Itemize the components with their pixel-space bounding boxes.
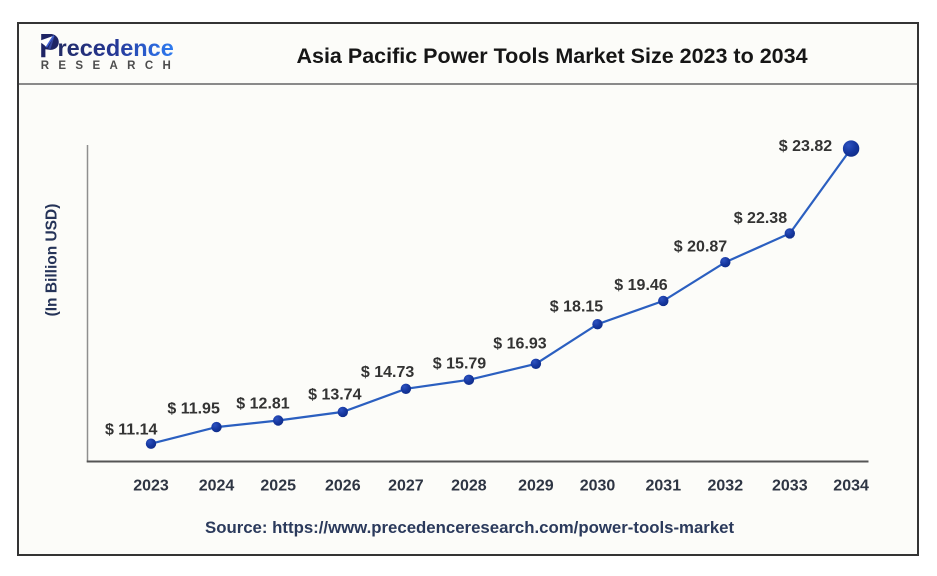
svg-text:$ 22.38: $ 22.38 xyxy=(734,210,787,227)
svg-text:recedence: recedence xyxy=(58,35,174,61)
svg-text:$ 20.87: $ 20.87 xyxy=(674,239,727,256)
svg-text:$ 11.95: $ 11.95 xyxy=(167,401,220,418)
svg-text:2032: 2032 xyxy=(708,477,744,494)
svg-text:$ 23.82: $ 23.82 xyxy=(779,138,832,155)
svg-text:2034: 2034 xyxy=(833,477,869,494)
svg-text:$ 18.15: $ 18.15 xyxy=(550,299,603,316)
svg-text:2025: 2025 xyxy=(260,477,296,494)
svg-text:$ 12.81: $ 12.81 xyxy=(236,396,289,413)
svg-text:2023: 2023 xyxy=(133,477,169,494)
svg-text:2028: 2028 xyxy=(451,477,487,494)
svg-text:$ 15.79: $ 15.79 xyxy=(433,355,486,372)
svg-text:$ 19.46: $ 19.46 xyxy=(614,277,667,294)
svg-text:$ 14.73: $ 14.73 xyxy=(361,364,414,381)
svg-text:2030: 2030 xyxy=(580,477,616,494)
svg-text:2024: 2024 xyxy=(199,477,235,494)
svg-text:2029: 2029 xyxy=(518,477,554,494)
svg-text:2026: 2026 xyxy=(325,477,361,494)
svg-text:$ 11.14: $ 11.14 xyxy=(105,421,158,438)
svg-text:$ 16.93: $ 16.93 xyxy=(493,336,546,353)
svg-text:RESEARCH: RESEARCH xyxy=(41,60,181,72)
svg-text:(In Billion USD): (In Billion USD) xyxy=(44,204,61,317)
svg-text:2027: 2027 xyxy=(388,477,424,494)
svg-text:$ 13.74: $ 13.74 xyxy=(308,387,361,404)
svg-text:2031: 2031 xyxy=(646,477,682,494)
svg-text:2033: 2033 xyxy=(772,477,808,494)
